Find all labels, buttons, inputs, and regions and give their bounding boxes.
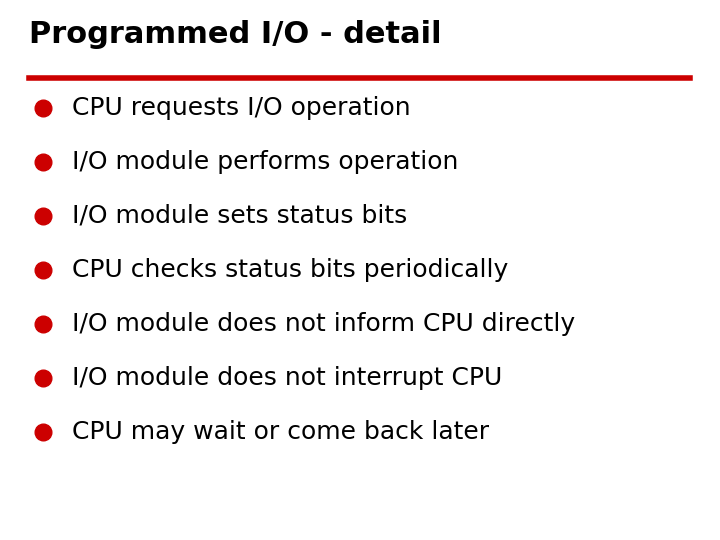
Text: I/O module does not interrupt CPU: I/O module does not interrupt CPU	[72, 366, 502, 390]
Text: CPU checks status bits periodically: CPU checks status bits periodically	[72, 258, 508, 282]
Text: I/O module does not inform CPU directly: I/O module does not inform CPU directly	[72, 312, 575, 336]
Text: CPU may wait or come back later: CPU may wait or come back later	[72, 420, 489, 444]
Text: I/O module sets status bits: I/O module sets status bits	[72, 204, 407, 228]
Text: CPU requests I/O operation: CPU requests I/O operation	[72, 96, 410, 120]
Text: Programmed I/O - detail: Programmed I/O - detail	[29, 19, 441, 49]
Text: I/O module performs operation: I/O module performs operation	[72, 150, 459, 174]
